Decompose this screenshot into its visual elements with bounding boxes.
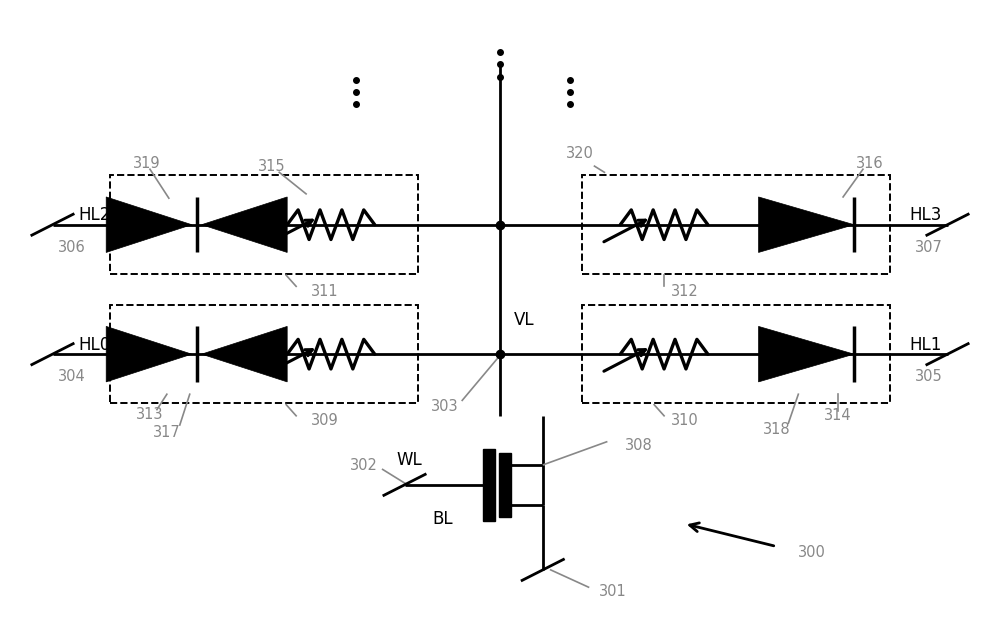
Text: VL: VL — [514, 311, 535, 329]
Text: 308: 308 — [625, 438, 653, 453]
Text: 311: 311 — [311, 284, 339, 299]
Text: 307: 307 — [915, 240, 943, 255]
Text: 315: 315 — [257, 159, 285, 174]
Bar — [582, 305, 890, 404]
Text: 303: 303 — [431, 399, 458, 414]
Text: 319: 319 — [133, 156, 161, 170]
Text: 317: 317 — [153, 425, 181, 440]
Text: 309: 309 — [311, 413, 339, 428]
Polygon shape — [202, 197, 287, 253]
Text: 313: 313 — [136, 407, 164, 422]
Polygon shape — [759, 327, 854, 382]
Polygon shape — [106, 327, 192, 382]
Polygon shape — [483, 449, 495, 521]
Bar — [110, 305, 418, 404]
Polygon shape — [106, 197, 192, 253]
Text: 305: 305 — [915, 369, 943, 384]
Bar — [582, 175, 890, 274]
Text: HL2: HL2 — [78, 207, 111, 225]
Text: BL: BL — [432, 510, 453, 527]
Text: 318: 318 — [763, 422, 790, 437]
Text: HL1: HL1 — [910, 336, 942, 354]
Text: 310: 310 — [671, 413, 699, 428]
Text: 306: 306 — [57, 240, 85, 255]
Bar — [110, 175, 418, 274]
Text: 302: 302 — [350, 458, 378, 473]
Text: 320: 320 — [566, 146, 593, 161]
Text: 301: 301 — [598, 584, 626, 599]
Text: HL0: HL0 — [78, 336, 111, 354]
Text: 314: 314 — [824, 408, 852, 424]
Text: 316: 316 — [856, 156, 884, 170]
Text: WL: WL — [397, 451, 422, 469]
Polygon shape — [499, 453, 511, 517]
Text: 304: 304 — [57, 369, 85, 384]
Text: 312: 312 — [671, 284, 699, 299]
Polygon shape — [759, 197, 854, 253]
Text: HL3: HL3 — [910, 207, 942, 225]
Polygon shape — [202, 327, 287, 382]
Text: 300: 300 — [798, 545, 826, 560]
